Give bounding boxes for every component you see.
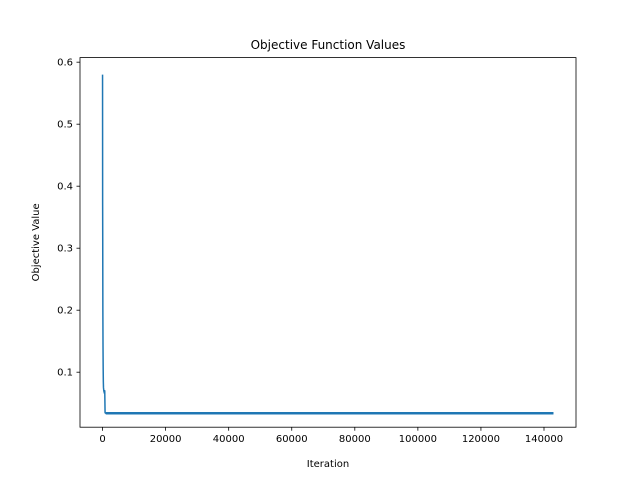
y-axis: 0.1 0.2 0.3 0.4 0.5 0.6 [57,58,80,379]
x-tick-label: 60000 [276,434,308,445]
y-tick-label: 0.5 [57,120,73,131]
axes-frame [79,57,577,428]
x-tick-label: 40000 [213,434,245,445]
x-axis-title: Iteration [307,459,349,470]
x-tick-label: 80000 [339,434,371,445]
y-tick-label: 0.2 [57,306,73,317]
y-axis-title: Objective Value [31,203,42,281]
x-tick-label: 20000 [150,434,182,445]
y-tick-label: 0.3 [57,244,73,255]
series-line [101,74,554,414]
y-tick-label: 0.6 [57,58,73,69]
x-axis: 0 20000 40000 60000 80000 100000 120000 140000 [99,427,563,445]
plot-area [101,74,554,415]
x-tick-label: 120000 [462,434,500,445]
x-tick-label: 100000 [399,434,437,445]
y-tick-label: 0.1 [57,368,73,379]
x-tick-label: 0 [99,434,105,445]
x-tick-label: 140000 [525,434,563,445]
y-tick-label: 0.4 [57,182,73,193]
chart-title: Objective Function Values [251,38,406,52]
